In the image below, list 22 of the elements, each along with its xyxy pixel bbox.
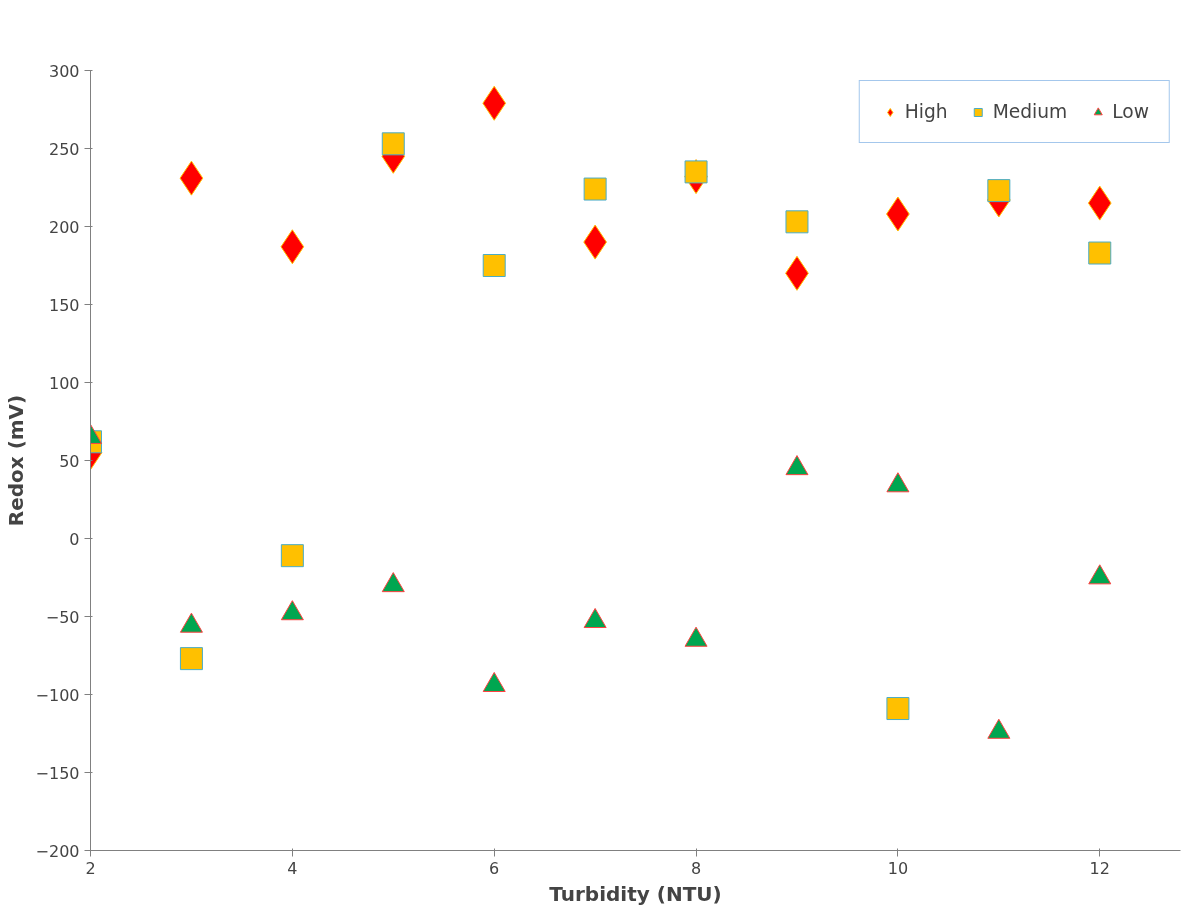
y-tick-label: 250 xyxy=(48,139,80,159)
y-tick-label: 300 xyxy=(48,61,80,81)
x-tick-label: 10 xyxy=(887,858,909,878)
y-tick-label: −200 xyxy=(35,841,80,861)
y-axis-title: Redox (mV) xyxy=(3,394,28,527)
y-tick-label: −150 xyxy=(35,763,80,783)
legend-label: Medium xyxy=(992,101,1068,122)
y-tick-label: −100 xyxy=(35,685,80,705)
x-tick-label: 8 xyxy=(690,858,702,878)
legend-label: High xyxy=(904,101,948,122)
x-tick-label: 12 xyxy=(1089,858,1110,878)
y-tick-label: 200 xyxy=(48,217,80,237)
x-axis-title: Turbidity (NTU) xyxy=(549,881,722,906)
y-tick-label: 100 xyxy=(48,373,80,393)
x-tick-label: 6 xyxy=(489,858,500,878)
y-tick-label: 50 xyxy=(59,451,80,471)
y-tick-label: 0 xyxy=(69,529,80,549)
x-tick-label: 4 xyxy=(287,858,298,878)
x-tick-label: 2 xyxy=(85,858,96,878)
y-tick-label: −50 xyxy=(45,607,80,627)
y-tick-label: 150 xyxy=(48,295,80,315)
legend-label: Low xyxy=(1112,101,1149,122)
